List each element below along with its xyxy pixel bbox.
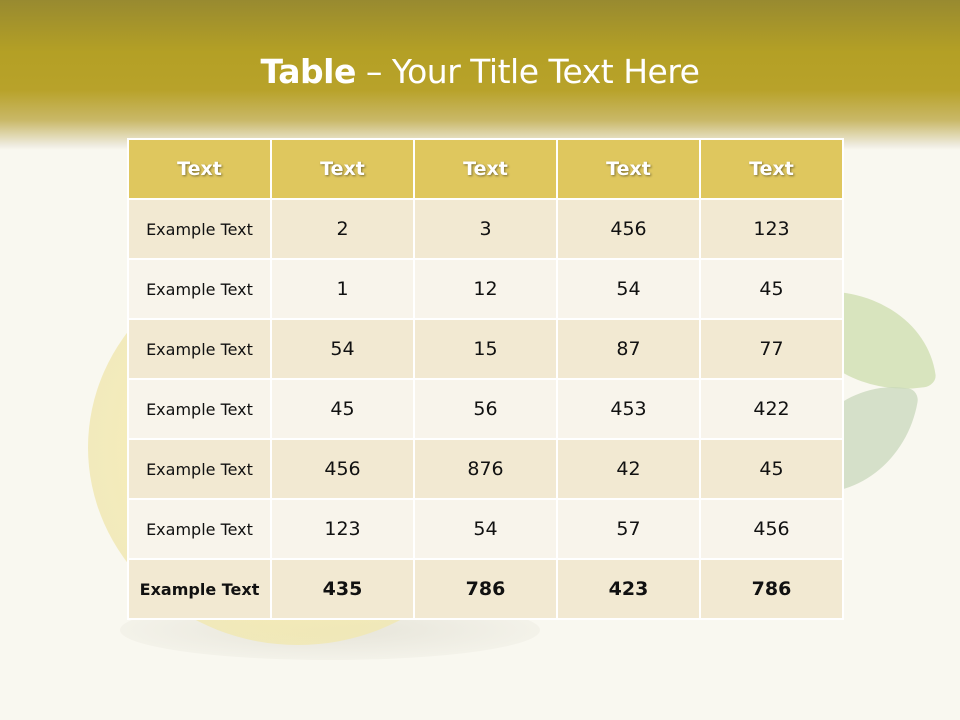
value-cell: 456 <box>556 198 701 260</box>
value-cell: 45 <box>699 438 844 500</box>
row-label-cell: Example Text <box>127 438 272 500</box>
header-cell: Text <box>699 138 844 200</box>
header-cell: Text <box>413 138 558 200</box>
value-cell: 423 <box>556 558 701 620</box>
row-label-cell: Example Text <box>127 318 272 380</box>
table-row: Example Text 54 15 87 77 <box>127 318 844 380</box>
value-cell: 54 <box>556 258 701 320</box>
value-cell: 422 <box>699 378 844 440</box>
value-cell: 786 <box>413 558 558 620</box>
title-rest: – Your Title Text Here <box>355 52 700 91</box>
row-label-cell: Example Text <box>127 198 272 260</box>
value-cell: 54 <box>413 498 558 560</box>
row-label-cell: Example Text <box>127 258 272 320</box>
value-cell: 786 <box>699 558 844 620</box>
value-cell: 3 <box>413 198 558 260</box>
value-cell: 876 <box>413 438 558 500</box>
header-row: Text Text Text Text Text <box>127 138 844 200</box>
table-row: Example Text 45 56 453 422 <box>127 378 844 440</box>
row-label-cell: Example Text <box>127 378 272 440</box>
value-cell: 45 <box>699 258 844 320</box>
value-cell: 456 <box>270 438 415 500</box>
value-cell: 77 <box>699 318 844 380</box>
table-row: Example Text 456 876 42 45 <box>127 438 844 500</box>
table-row: Example Text 123 54 57 456 <box>127 498 844 560</box>
table-row: Example Text 2 3 456 123 <box>127 198 844 260</box>
row-label-cell: Example Text <box>127 558 272 620</box>
value-cell: 2 <box>270 198 415 260</box>
table-row: Example Text 1 12 54 45 <box>127 258 844 320</box>
value-cell: 123 <box>699 198 844 260</box>
value-cell: 123 <box>270 498 415 560</box>
value-cell: 1 <box>270 258 415 320</box>
value-cell: 12 <box>413 258 558 320</box>
value-cell: 435 <box>270 558 415 620</box>
title-banner <box>0 0 960 150</box>
value-cell: 42 <box>556 438 701 500</box>
header-cell: Text <box>127 138 272 200</box>
value-cell: 57 <box>556 498 701 560</box>
row-label-cell: Example Text <box>127 498 272 560</box>
value-cell: 87 <box>556 318 701 380</box>
value-cell: 15 <box>413 318 558 380</box>
value-cell: 56 <box>413 378 558 440</box>
data-table: Text Text Text Text Text Example Text 2 3 456 12… <box>127 138 844 620</box>
slide-title: Table – Your Title Text Here <box>0 52 960 91</box>
value-cell: 453 <box>556 378 701 440</box>
header-cell: Text <box>270 138 415 200</box>
value-cell: 456 <box>699 498 844 560</box>
header-cell: Text <box>556 138 701 200</box>
value-cell: 45 <box>270 378 415 440</box>
table-row: Example Text 435 786 423 786 <box>127 558 844 620</box>
value-cell: 54 <box>270 318 415 380</box>
title-bold: Table <box>260 52 357 91</box>
